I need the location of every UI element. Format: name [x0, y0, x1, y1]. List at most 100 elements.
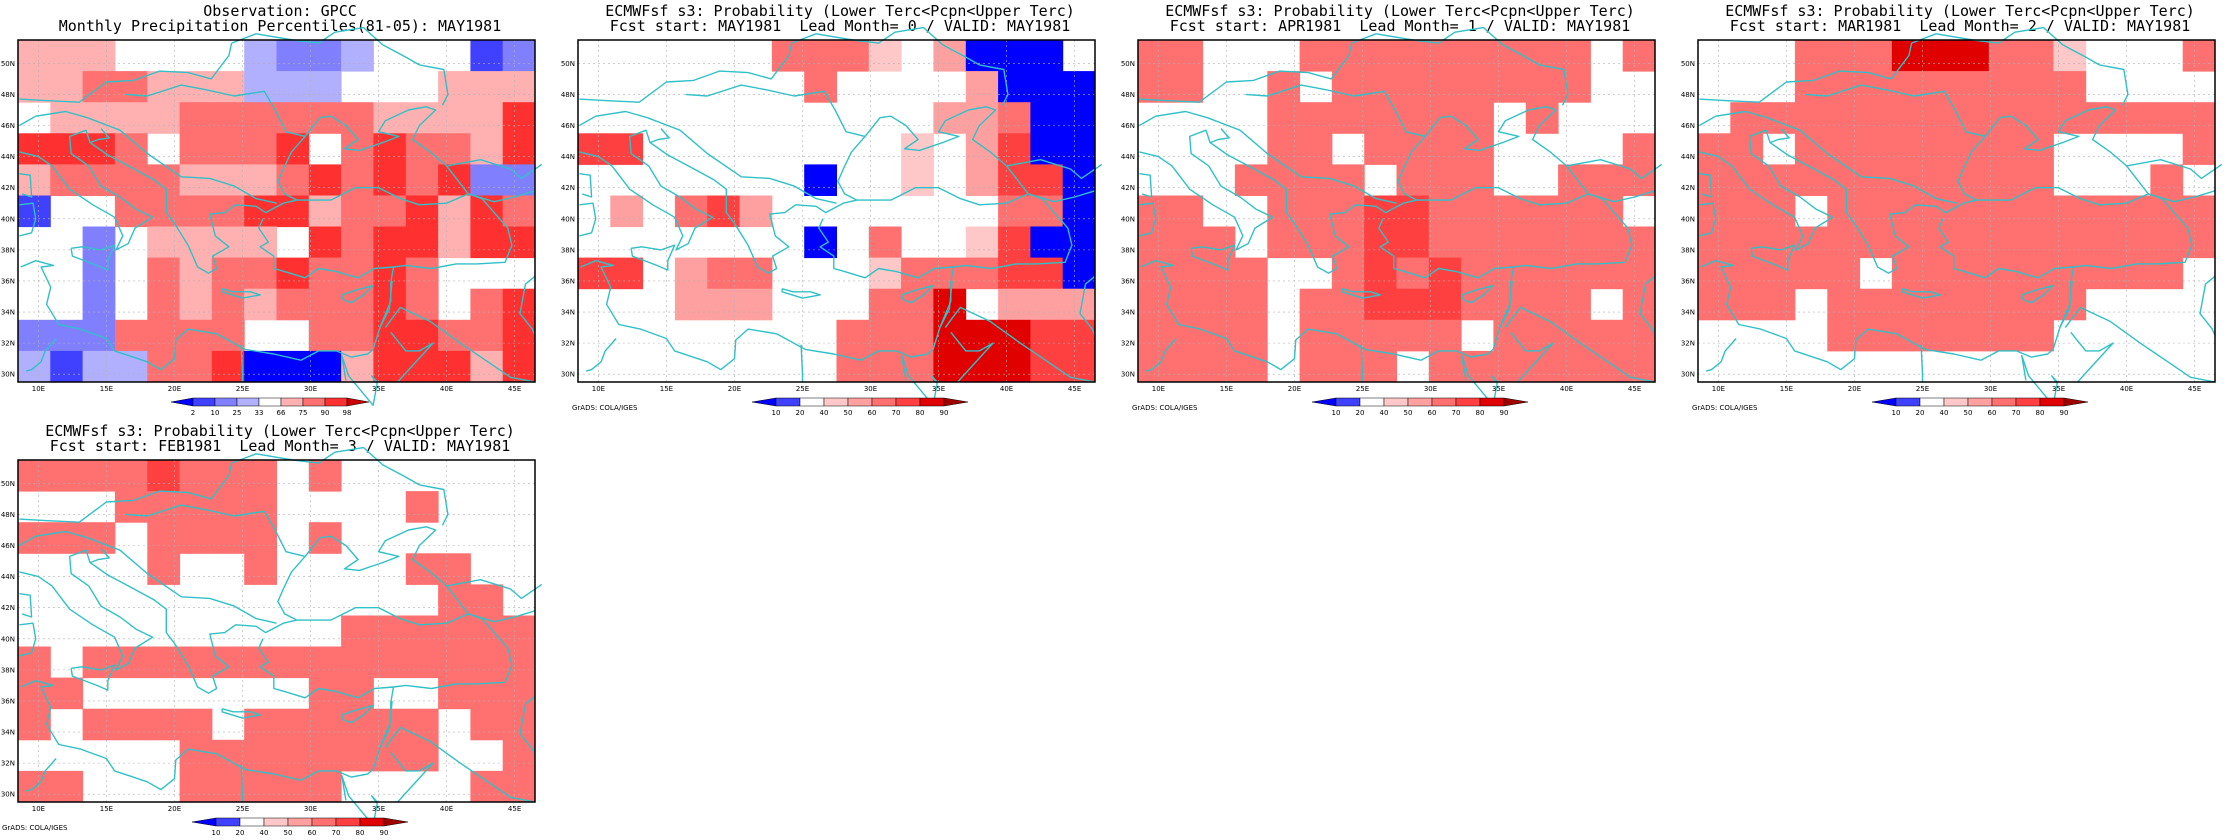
grid-cell: [373, 195, 407, 228]
grid-cell: [502, 739, 536, 772]
coastlines: [1139, 26, 1663, 406]
coastline-path: [580, 218, 955, 371]
grid-cell: [998, 226, 1031, 259]
grid-cell: [179, 350, 213, 383]
lat-tick-label: 32N: [1121, 340, 1135, 348]
grid-cell: [1622, 319, 1656, 352]
grid-cell: [438, 350, 471, 383]
colorbar-label: 10: [212, 829, 221, 837]
grid-cell: [211, 71, 245, 103]
grid-cell: [1138, 40, 1171, 72]
grid-cell: [2085, 226, 2119, 259]
grid-cell: [308, 708, 342, 741]
lon-tick-label: 45E: [1628, 385, 1641, 393]
grid-cell: [244, 133, 277, 165]
grid-cell: [1730, 288, 1764, 321]
grid-cell: [1396, 164, 1430, 196]
colorbar-segment: [280, 397, 304, 407]
colorbar-label: 50: [1964, 409, 1973, 417]
grid-cell: [502, 646, 536, 679]
grid-cell: [1364, 288, 1397, 321]
colorbar-segment: [192, 397, 216, 407]
colorbar-segment: [1871, 397, 1897, 407]
grid-cell: [18, 646, 51, 679]
coastline-path: [901, 284, 934, 304]
coastline-path: [240, 344, 244, 382]
grid-cell: [1267, 102, 1301, 134]
coastline-path: [1639, 275, 1656, 336]
grid-cell: [82, 257, 116, 290]
grid-cell: [1299, 288, 1333, 321]
grid-cell: [373, 257, 407, 290]
grid-cell: [1202, 226, 1236, 259]
grid-cell: [1859, 226, 1893, 259]
grid-cell: [2085, 257, 2119, 290]
grid-cell: [18, 708, 51, 741]
coastline-path: [341, 354, 378, 406]
coastline-path: [1139, 106, 1589, 274]
grid-cell: [933, 40, 967, 72]
coastline-path: [1461, 284, 1494, 304]
coastline-path: [26, 758, 57, 792]
grid-cell: [244, 708, 277, 741]
grid-cell: [1299, 164, 1333, 196]
lat-tick-label: 42N: [1681, 184, 1695, 192]
coastline-path: [390, 751, 434, 803]
colorbar-label: 70: [1452, 409, 1461, 417]
grid-cell: [1062, 102, 1096, 134]
grid-cell: [50, 460, 84, 492]
grid-cell: [341, 257, 374, 290]
grid-cell: [502, 71, 536, 103]
grid-cell: [1267, 133, 1301, 165]
coastline-path: [19, 593, 33, 618]
grid-cell: [82, 708, 116, 741]
lat-tick-label: 46N: [1681, 122, 1695, 130]
grid-cell: [1924, 40, 1957, 72]
grid-cell: [1428, 257, 1462, 290]
coastlines: [1699, 26, 2223, 406]
colorbar-label: 10: [1892, 409, 1901, 417]
grid-cell: [1558, 195, 1591, 228]
grads-credit: GrADS: COLA/IGES: [2, 824, 68, 832]
grid-cell: [308, 71, 342, 103]
lat-tick-label: 42N: [1, 184, 15, 192]
grid-cell: [1062, 257, 1096, 290]
grid-cell: [1461, 226, 1494, 259]
lat-tick-label: 34N: [1681, 309, 1695, 317]
grid-cell: [470, 646, 504, 679]
lat-tick-label: 42N: [561, 184, 575, 192]
lat-tick-label: 38N: [1681, 246, 1695, 254]
grid-cell: [179, 739, 213, 772]
grid-cell: [276, 646, 310, 679]
coastline-path: [953, 193, 1073, 270]
grid-cell: [1924, 257, 1957, 290]
grid-cell: [1762, 257, 1796, 290]
grid-cell: [82, 40, 116, 72]
map-panel-lead2: ECMWFsf s3: Probability (Lower Terc<Pcpn…: [1680, 0, 2240, 420]
coastline-path: [384, 306, 536, 383]
colorbar-label: 50: [284, 829, 293, 837]
grid-cell: [1525, 195, 1559, 228]
grid-cell: [470, 708, 504, 741]
lon-tick-label: 25E: [236, 385, 249, 393]
grid-cell: [470, 319, 504, 352]
grid-cell: [308, 739, 342, 772]
lat-tick-label: 38N: [1, 246, 15, 254]
coastline-path: [800, 344, 804, 382]
colorbar-segment: [287, 817, 313, 827]
grid-cell: [373, 319, 407, 352]
grid-cell: [18, 133, 51, 165]
grid-cell: [1794, 257, 1828, 290]
coastline-path: [393, 193, 513, 270]
grid-cell: [1267, 226, 1301, 259]
data-grid: [578, 40, 1096, 383]
grid-cell: [1030, 164, 1064, 196]
lon-tick-label: 35E: [1492, 385, 1505, 393]
colorbar-label: 33: [255, 409, 264, 417]
grid-cell: [1030, 71, 1064, 103]
lat-tick-label: 36N: [1121, 277, 1135, 285]
coastline-path: [1805, 84, 1986, 138]
lon-tick-label: 20E: [1288, 385, 1301, 393]
data-grid: [18, 460, 536, 803]
grid-cell: [1924, 195, 1957, 228]
